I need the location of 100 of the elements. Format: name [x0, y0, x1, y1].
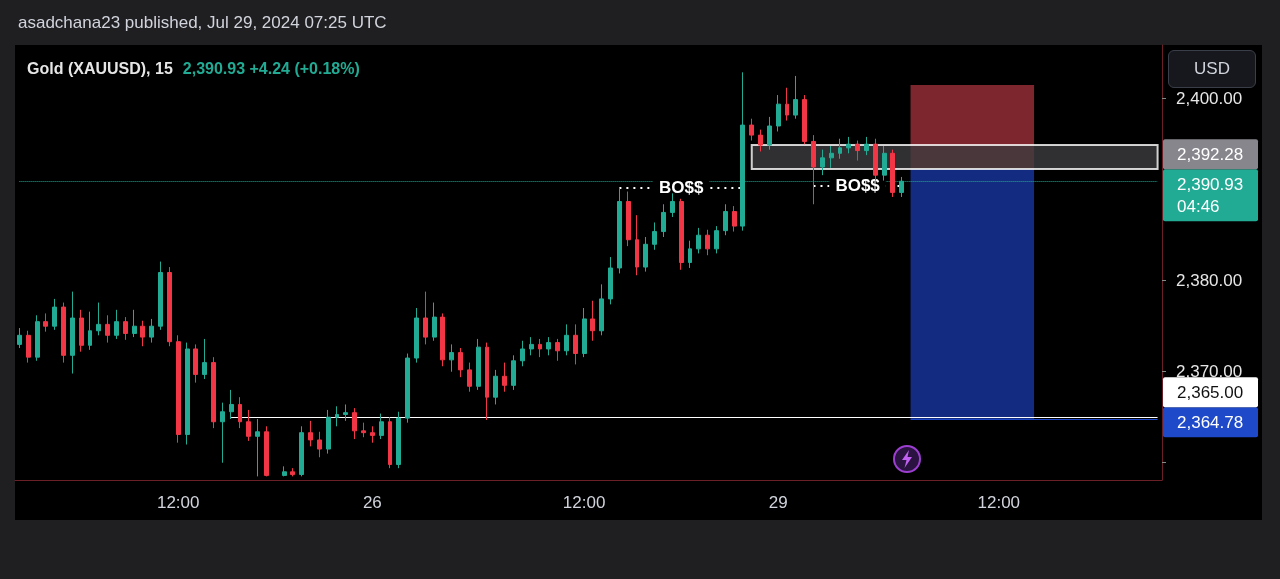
candlestick [573, 323, 578, 365]
candlestick [714, 225, 719, 254]
ref-line-label: 2,390.93 04:46 [1177, 174, 1244, 216]
candlestick [749, 118, 754, 142]
candlestick [723, 203, 728, 236]
text: 2,390.93 +4.24 (+0.18%) [182, 59, 360, 77]
candlestick [802, 94, 807, 145]
candlestick [643, 236, 648, 273]
candlestick [476, 338, 481, 391]
candlestick [176, 334, 181, 444]
candlestick [335, 405, 339, 427]
candlestick [502, 362, 507, 393]
ref-line-label: BO$$ [835, 176, 881, 196]
candlestick [158, 261, 163, 331]
candlestick [705, 229, 710, 256]
candlestick [838, 138, 842, 160]
candlestick [299, 425, 304, 477]
candlestick [493, 369, 498, 405]
candlestick [767, 116, 772, 151]
candlestick [405, 353, 410, 424]
y-tick-label: 2,400.00 [1176, 89, 1243, 109]
candlestick [132, 309, 137, 338]
candlestick [758, 129, 763, 152]
candlestick [688, 240, 692, 269]
y-tick-label: 2,380.00 [1176, 271, 1243, 291]
candlestick [149, 318, 154, 344]
x-tick-label: 12:00 [977, 493, 1021, 512]
candlestick [308, 420, 313, 447]
candlestick [414, 307, 419, 364]
candlestick [617, 187, 622, 274]
candlestick [193, 343, 198, 384]
candlestick [449, 343, 454, 373]
candlestick [140, 320, 145, 347]
candlestick [290, 467, 295, 477]
candlestick [255, 418, 260, 477]
candlestick [555, 338, 560, 362]
candlestick [35, 314, 40, 362]
ref-line-label: BO$$ [658, 177, 704, 197]
candlestick [785, 87, 789, 122]
x-tick-label: 29 [768, 493, 788, 512]
text: asadchana23 published, Jul 29, 2024 07:25 UTC [18, 13, 387, 32]
candlestick [538, 338, 542, 358]
candlestick [696, 227, 701, 254]
candlestick [167, 266, 172, 347]
candlestick [820, 149, 825, 176]
candlestick [855, 140, 860, 162]
candlestick [811, 134, 816, 205]
candlestick [458, 347, 463, 378]
ref-line-label: 2,365.00 [1177, 382, 1244, 402]
candlestick [793, 75, 798, 120]
candlestick [529, 336, 534, 356]
candlestick [511, 354, 516, 391]
candlestick [590, 300, 595, 342]
candlestick [396, 411, 401, 469]
candlestick [652, 221, 657, 251]
candlestick [485, 342, 489, 421]
candlestick [626, 191, 631, 247]
candlestick [96, 302, 101, 336]
candlestick [608, 256, 613, 305]
candlestick [70, 291, 75, 375]
candlestick [326, 409, 331, 455]
candlestick [105, 314, 110, 344]
candlestick [114, 309, 119, 340]
candlestick [317, 431, 322, 458]
candlestick [370, 425, 375, 444]
candlestick [26, 330, 31, 364]
candlestick [61, 302, 66, 364]
candlestick [343, 403, 348, 422]
candlestick [635, 214, 639, 276]
candlestick [467, 362, 472, 393]
candlestick [599, 283, 604, 336]
candlestick [379, 413, 384, 440]
candlestick [882, 145, 887, 182]
candlestick [220, 402, 225, 464]
candlestick [52, 298, 57, 331]
candlestick [361, 422, 366, 438]
candlestick [79, 309, 84, 353]
candlestick [732, 205, 737, 233]
currency-button: USD [1168, 50, 1256, 88]
candlestick [202, 338, 207, 380]
candlestick [17, 327, 22, 349]
candlestick [246, 409, 251, 442]
band-label: 2,392.28 [1177, 144, 1244, 164]
candlestick [864, 136, 869, 156]
candlestick [829, 145, 834, 169]
candlestick [890, 149, 895, 198]
candlestick [546, 336, 551, 356]
candlestick [43, 312, 48, 333]
candlestick [282, 465, 287, 477]
text: Gold (XAUUSD), 15 [27, 59, 173, 77]
x-tick-label: 26 [362, 493, 382, 512]
candlestick [238, 396, 242, 429]
candlestick [661, 203, 666, 238]
candlestick [423, 291, 428, 345]
candlestick [123, 316, 128, 341]
candlestick [776, 94, 781, 132]
candlestick [582, 307, 587, 358]
candlestick [846, 136, 851, 154]
candlestick [520, 340, 525, 367]
candlestick [211, 356, 216, 429]
